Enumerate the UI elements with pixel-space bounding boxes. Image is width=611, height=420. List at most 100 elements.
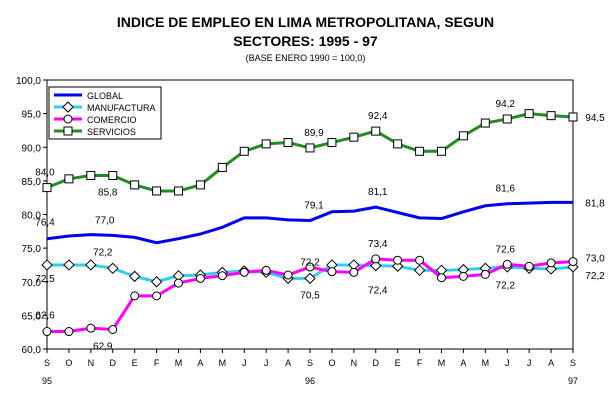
data-point-servicios bbox=[568, 112, 578, 122]
y-tick-label: 90,0 bbox=[22, 143, 42, 154]
data-point-servicios bbox=[415, 146, 425, 156]
data-point-servicios bbox=[152, 186, 162, 196]
data-point-manufactura bbox=[41, 259, 53, 271]
y-tick-label: 70,0 bbox=[22, 278, 42, 289]
data-point-servicios bbox=[239, 146, 249, 156]
x-tick-label: J bbox=[505, 358, 510, 368]
data-point-comercio bbox=[42, 327, 52, 337]
data-point-servicios bbox=[393, 139, 403, 149]
x-tick-label: M bbox=[438, 358, 446, 368]
data-point-servicios bbox=[130, 180, 140, 190]
data-point-comercio bbox=[524, 261, 534, 271]
y-tick-label: 95,0 bbox=[22, 110, 42, 121]
data-point-comercio bbox=[480, 269, 490, 279]
data-label: 72,6 bbox=[496, 244, 516, 255]
x-tick-label: J bbox=[242, 358, 247, 368]
data-point-comercio bbox=[502, 259, 512, 269]
data-label: 72,5 bbox=[35, 274, 55, 285]
data-label: 92,4 bbox=[368, 111, 388, 122]
x-tick-label: F bbox=[154, 358, 160, 368]
x-tick-label: N bbox=[88, 358, 95, 368]
chart-subtitle: (BASE ENERO 1990 = 100,0) bbox=[245, 53, 366, 63]
x-tick-label: J bbox=[527, 358, 532, 368]
y-tick-label: 60,0 bbox=[22, 345, 42, 356]
x-tick-label: O bbox=[65, 358, 72, 368]
chart-title-line-2: SECTORES: 1995 - 97 bbox=[233, 33, 378, 49]
data-point-comercio bbox=[86, 323, 96, 333]
x-year-label: 96 bbox=[305, 376, 315, 386]
data-point-comercio bbox=[437, 273, 446, 283]
data-label: 73,0 bbox=[585, 254, 605, 265]
data-label: 72,4 bbox=[368, 286, 388, 297]
data-label: 76,4 bbox=[35, 218, 55, 229]
legend-label-manufactura: MANUFACTURA bbox=[87, 103, 156, 113]
data-point-servicios bbox=[86, 170, 96, 180]
x-tick-label: J bbox=[264, 358, 269, 368]
data-label: 89,9 bbox=[304, 128, 324, 139]
data-point-comercio bbox=[415, 255, 425, 265]
data-point-manufactura bbox=[107, 262, 119, 275]
chart-title-line-1: INDICE DE EMPLEO EN LIMA METROPOLITANA, … bbox=[116, 14, 495, 30]
y-tick-label: 75,0 bbox=[22, 244, 42, 255]
x-year-label: 97 bbox=[568, 376, 578, 386]
x-tick-label: E bbox=[132, 358, 138, 368]
data-label: 81,6 bbox=[496, 184, 516, 195]
data-point-comercio bbox=[261, 265, 271, 275]
data-point-servicios bbox=[480, 118, 490, 128]
data-label: 84,0 bbox=[35, 168, 55, 179]
data-point-servicios bbox=[546, 111, 556, 121]
data-point-servicios bbox=[437, 146, 446, 156]
data-point-comercio bbox=[327, 267, 337, 277]
x-tick-label: S bbox=[307, 358, 313, 368]
data-point-manufactura bbox=[304, 272, 316, 285]
data-label: 62,9 bbox=[93, 341, 113, 352]
data-label: 72,2 bbox=[496, 280, 516, 291]
y-tick-label: 85,0 bbox=[22, 177, 42, 188]
x-tick-label: A bbox=[548, 358, 554, 368]
legend-label-global: GLOBAL bbox=[87, 91, 123, 101]
data-point-comercio bbox=[393, 255, 403, 265]
data-point-servicios bbox=[108, 170, 118, 180]
data-point-servicios bbox=[42, 183, 52, 193]
data-label: 62,6 bbox=[35, 311, 55, 322]
data-point-manufactura bbox=[128, 270, 141, 283]
data-label: 81,1 bbox=[368, 187, 388, 198]
data-label: 70,5 bbox=[300, 290, 320, 301]
data-point-manufactura bbox=[150, 276, 163, 288]
data-point-comercio bbox=[130, 291, 140, 301]
data-label: 72,2 bbox=[300, 257, 320, 268]
data-point-manufactura bbox=[370, 259, 382, 272]
x-tick-label: M bbox=[175, 358, 183, 368]
x-tick-label: M bbox=[482, 358, 490, 368]
x-tick-label: A bbox=[285, 358, 291, 368]
x-tick-label: E bbox=[395, 358, 401, 368]
data-point-manufactura bbox=[63, 259, 75, 271]
legend-marker-servicios bbox=[63, 126, 73, 136]
data-point-comercio bbox=[64, 327, 74, 337]
data-point-servicios bbox=[349, 132, 359, 142]
data-point-manufactura bbox=[413, 264, 426, 277]
x-tick-label: O bbox=[328, 358, 335, 368]
data-label: 79,1 bbox=[304, 201, 324, 212]
data-point-servicios bbox=[195, 180, 205, 190]
x-year-label: 95 bbox=[42, 376, 52, 386]
data-point-comercio bbox=[152, 291, 162, 301]
legend-marker-manufactura bbox=[62, 101, 74, 113]
x-tick-label: S bbox=[44, 358, 50, 368]
data-point-servicios bbox=[217, 162, 227, 172]
data-label: 77,0 bbox=[95, 215, 115, 226]
x-tick-label: S bbox=[570, 358, 576, 368]
x-tick-label: A bbox=[460, 358, 466, 368]
y-tick-label: 100,0 bbox=[16, 76, 41, 87]
x-tick-label: D bbox=[110, 358, 117, 368]
data-point-servicios bbox=[502, 114, 512, 124]
data-label: 72,2 bbox=[93, 247, 113, 258]
data-label: 94,5 bbox=[585, 113, 605, 124]
data-point-comercio bbox=[568, 257, 578, 267]
x-tick-label: N bbox=[351, 358, 358, 368]
data-point-comercio bbox=[305, 262, 315, 272]
data-label: 72,2 bbox=[585, 271, 605, 282]
data-point-comercio bbox=[195, 273, 205, 283]
data-point-comercio bbox=[349, 267, 359, 277]
